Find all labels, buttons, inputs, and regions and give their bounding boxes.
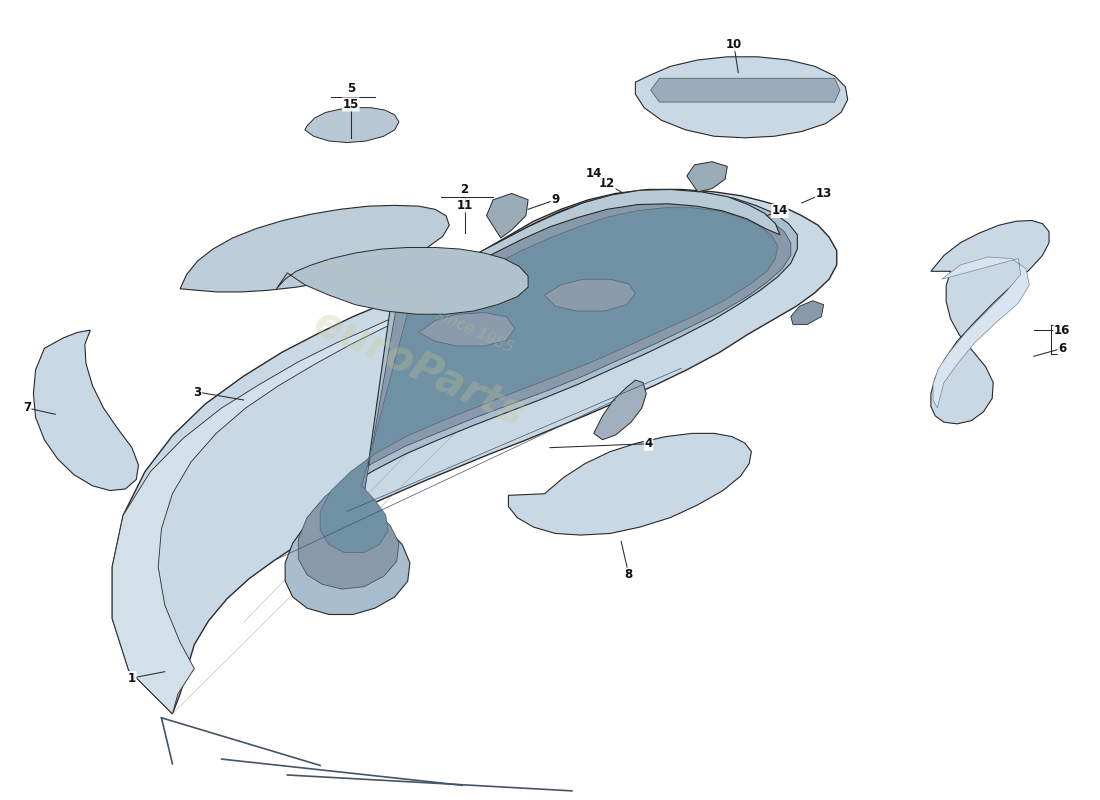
Text: 1: 1 — [128, 671, 136, 685]
Polygon shape — [298, 196, 791, 589]
Polygon shape — [180, 206, 449, 292]
Polygon shape — [651, 78, 840, 102]
Text: 3: 3 — [194, 386, 201, 398]
Text: 2: 2 — [461, 183, 469, 196]
Text: 8: 8 — [625, 568, 632, 582]
Text: 11: 11 — [456, 199, 473, 212]
Polygon shape — [419, 313, 515, 346]
Polygon shape — [419, 190, 780, 295]
Polygon shape — [320, 208, 778, 553]
Polygon shape — [931, 221, 1049, 424]
Polygon shape — [791, 301, 824, 325]
Text: 16: 16 — [1054, 323, 1070, 337]
Text: 4: 4 — [645, 437, 652, 450]
Text: 13: 13 — [815, 187, 832, 200]
Polygon shape — [594, 380, 647, 440]
Polygon shape — [686, 162, 727, 192]
Polygon shape — [285, 191, 798, 614]
Text: a parts supplier since 1985: a parts supplier since 1985 — [321, 254, 516, 355]
Text: 6: 6 — [1058, 342, 1066, 355]
Polygon shape — [544, 279, 636, 311]
Polygon shape — [276, 247, 528, 314]
Text: euroParts: euroParts — [307, 301, 531, 435]
Text: 7: 7 — [23, 402, 31, 414]
Text: 12: 12 — [598, 178, 615, 190]
Polygon shape — [112, 200, 690, 714]
Polygon shape — [305, 108, 399, 142]
Text: 9: 9 — [551, 194, 560, 206]
Polygon shape — [636, 57, 848, 138]
Polygon shape — [33, 330, 139, 490]
Polygon shape — [508, 434, 751, 535]
Polygon shape — [486, 194, 528, 238]
Polygon shape — [933, 257, 1030, 408]
Text: 5: 5 — [346, 82, 355, 95]
Text: 14: 14 — [771, 205, 788, 218]
Text: 14: 14 — [585, 167, 602, 180]
Text: 10: 10 — [726, 38, 742, 50]
Text: 15: 15 — [342, 98, 359, 111]
Polygon shape — [112, 190, 837, 714]
